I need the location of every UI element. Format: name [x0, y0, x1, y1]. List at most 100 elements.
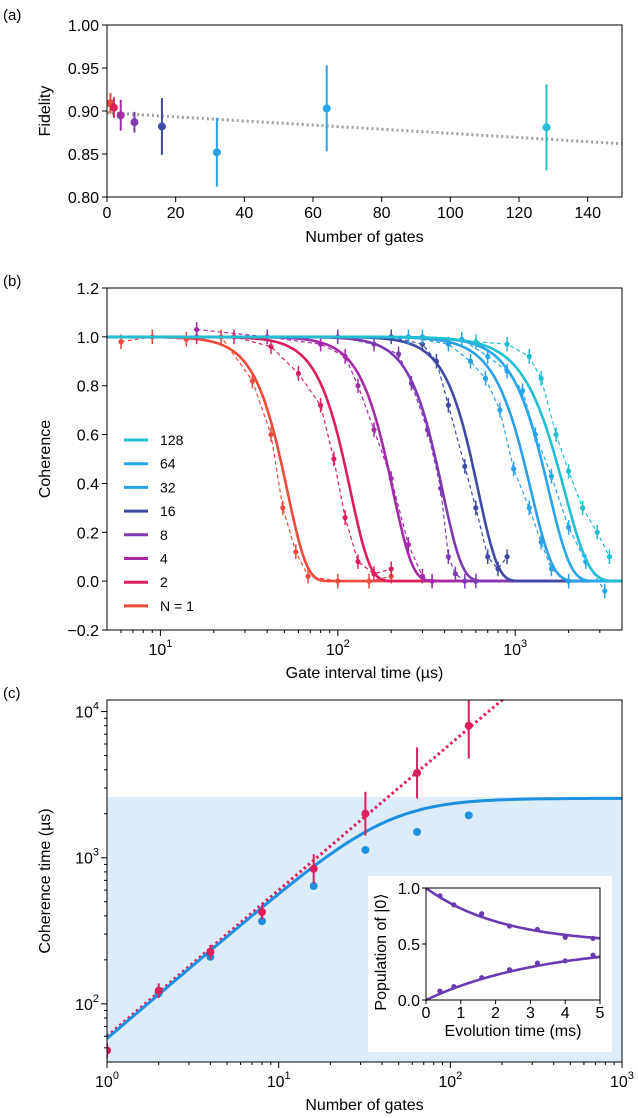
legend-label: 8 [160, 527, 168, 543]
inset-data-point [590, 935, 596, 942]
tick-base: 10 [75, 705, 93, 722]
x-tick-label: 140 [574, 205, 601, 222]
data-point [445, 554, 451, 560]
data-point [318, 341, 324, 347]
data-point [388, 566, 394, 572]
x-tick-label: 80 [373, 205, 391, 222]
data-point [553, 431, 559, 438]
data-point [542, 123, 551, 132]
inset-data-point [479, 911, 485, 917]
data-point [157, 122, 166, 131]
panel-b-coherence-chart: 101 102 103 −0.2 0.0 0.2 0.4 0.6 0.8 1.0 1.2 Gate i… [37, 281, 623, 682]
panel-label-c: (c) [3, 685, 21, 702]
data-point [408, 380, 415, 386]
data-point [413, 827, 422, 836]
data-point [504, 554, 510, 560]
data-point [467, 358, 474, 364]
inset-data-point [437, 988, 443, 994]
data-point [395, 351, 402, 357]
data-point [355, 383, 361, 389]
inset-data-point [451, 983, 457, 990]
legend-label: 64 [160, 456, 176, 472]
tick-exponent: 4 [93, 701, 99, 713]
data-point [322, 104, 331, 113]
data-point [361, 809, 370, 818]
data-point [532, 431, 539, 438]
data-point [485, 554, 491, 560]
y-tick-label: 0.2 [77, 525, 99, 542]
data-point [309, 864, 318, 873]
inset-chart: 0 1 2 3 4 5 0.0 0.5 1.0 Evolution time (ms) Popula… [368, 876, 612, 1052]
inset-x-tick-label: 5 [596, 1005, 605, 1022]
data-point [565, 468, 572, 474]
data-point [118, 339, 124, 345]
legend-label: 4 [160, 551, 168, 567]
y-axis-label: Fidelity [37, 86, 54, 137]
plot-area [107, 322, 622, 599]
inset-data-point [451, 902, 457, 908]
tick-exponent: 2 [93, 993, 99, 1005]
data-point [249, 378, 255, 384]
data-point [433, 358, 440, 364]
inset-y-axis-label: Population of |0⟩ [373, 893, 390, 1010]
data-point [293, 549, 299, 555]
data-point [331, 456, 337, 462]
inset-background [368, 876, 612, 1052]
data-point [429, 578, 435, 584]
inset-data-point [590, 952, 596, 958]
data-point [565, 578, 572, 584]
data-point [258, 908, 267, 917]
inset-x-tick-label: 3 [526, 1005, 535, 1022]
x-tick-label: 100 [437, 205, 464, 222]
data-point [606, 554, 613, 560]
inset-y-tick-label: 1.0 [398, 881, 420, 898]
data-point [212, 148, 221, 157]
x-axis-label: Number of gates [305, 1097, 423, 1114]
tick-base: 10 [267, 1074, 285, 1091]
data-point [371, 427, 377, 433]
tick-exponent: 1 [285, 1070, 291, 1082]
data-point [258, 917, 267, 926]
data-point [482, 375, 489, 381]
data-point [268, 344, 274, 350]
data-point [388, 573, 394, 579]
data-point [424, 427, 431, 433]
tick-exponent: 0 [113, 1070, 119, 1082]
inset-x-tick-label: 4 [561, 1005, 570, 1022]
x-tick-label: 101 [148, 638, 172, 659]
tick-base: 10 [438, 1074, 456, 1091]
legend-label: 32 [160, 479, 176, 495]
y-tick-label: 103 [75, 847, 99, 868]
y-tick-label: −0.2 [67, 623, 99, 640]
tick-exponent: 2 [456, 1070, 462, 1082]
data-point [335, 578, 341, 584]
legend-label: 128 [160, 432, 184, 448]
data-point [538, 539, 544, 545]
series-fit-curve [107, 335, 622, 583]
data-point [154, 986, 163, 995]
data-point [452, 571, 458, 577]
inset-x-tick-label: 2 [491, 1005, 500, 1022]
data-point [548, 473, 555, 479]
plot-frame [106, 287, 623, 631]
data-point [504, 368, 510, 374]
data-point [355, 559, 361, 565]
y-tick-label: 1.00 [68, 18, 99, 35]
data-point [109, 103, 118, 112]
data-point [388, 475, 394, 482]
data-point [602, 588, 608, 594]
legend-label: N = 1 [160, 598, 194, 614]
y-tick-label: 104 [75, 701, 99, 722]
x-tick-label: 20 [167, 205, 185, 222]
x-axis-label: Number of gates [305, 229, 423, 246]
data-point [405, 541, 411, 548]
data-point [445, 402, 451, 408]
y-tick-label: 0.4 [77, 476, 99, 493]
x-tick-label: 100 [95, 1070, 119, 1091]
data-point [268, 431, 274, 438]
panel-a-fidelity-chart: 0 20 40 60 80 100 120 140 0.80 0.85 0.90 0.95 1.00 Nu… [37, 18, 623, 246]
data-point [130, 118, 139, 127]
inset-x-tick-label: 0 [422, 1005, 431, 1022]
data-point [473, 505, 479, 511]
x-tick-label: 40 [235, 205, 253, 222]
